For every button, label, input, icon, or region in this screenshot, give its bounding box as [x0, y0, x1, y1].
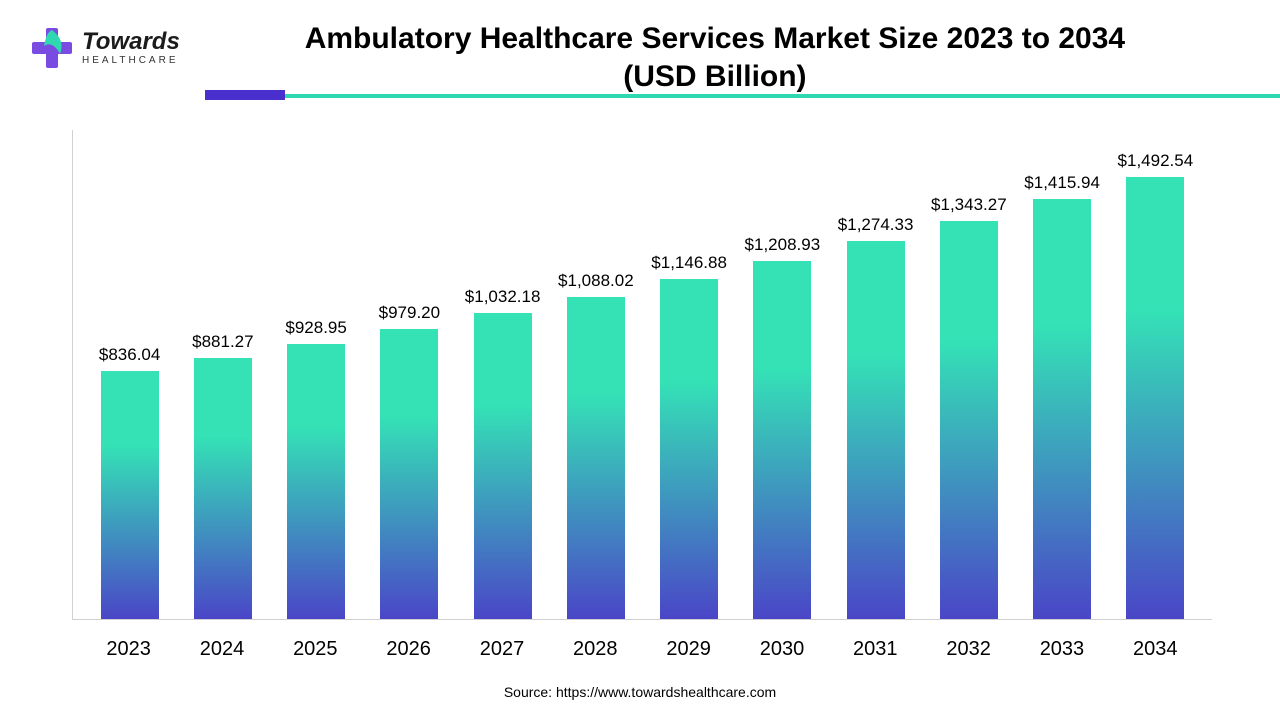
header-rule: [205, 94, 1280, 98]
bar: [194, 358, 252, 619]
bar-row: $836.04 $881.27 $928.95 $979.20 $1,032.18 $1,…: [73, 130, 1212, 619]
title-wrap: Ambulatory Healthcare Services Market Si…: [180, 20, 1280, 95]
title-line-1: Ambulatory Healthcare Services Market Si…: [305, 22, 1125, 55]
source-caption: Source: https://www.towardshealthcare.co…: [0, 684, 1280, 700]
bar-value-label: $1,088.02: [558, 271, 634, 291]
bar-value-label: $979.20: [379, 303, 440, 323]
bar: [753, 261, 811, 619]
x-axis-tick: 2033: [1015, 624, 1108, 661]
logo-brand-bottom: HEALTHCARE: [82, 56, 180, 66]
x-axis-tick: 2032: [922, 624, 1015, 661]
x-axis-tick: 2029: [642, 624, 735, 661]
bar-slot: $1,208.93: [736, 130, 829, 619]
bar-slot: $1,343.27: [922, 130, 1015, 619]
logo-brand-top: Towards: [82, 30, 180, 54]
bar: [940, 221, 998, 619]
logo-cross-icon: [30, 26, 74, 70]
header-rule-accent: [205, 90, 285, 100]
x-axis-tick: 2030: [735, 624, 828, 661]
bar: [847, 241, 905, 619]
header: Towards HEALTHCARE Ambulatory Healthcare…: [0, 0, 1280, 95]
bar: [1126, 177, 1184, 619]
x-axis-tick: 2027: [455, 624, 548, 661]
bar: [1033, 199, 1091, 619]
bar-slot: $1,415.94: [1016, 130, 1109, 619]
bar-slot: $928.95: [270, 130, 363, 619]
chart-title: Ambulatory Healthcare Services Market Si…: [180, 20, 1250, 95]
x-axis: 2023202420252026202720282029203020312032…: [72, 624, 1212, 661]
bar-slot: $881.27: [176, 130, 269, 619]
bar: [287, 344, 345, 619]
bar-slot: $1,492.54: [1109, 130, 1202, 619]
bar-value-label: $928.95: [285, 318, 346, 338]
x-axis-tick: 2025: [269, 624, 362, 661]
x-axis-tick: 2031: [829, 624, 922, 661]
bar: [380, 329, 438, 619]
bar-value-label: $1,274.33: [838, 215, 914, 235]
x-axis-tick: 2026: [362, 624, 455, 661]
bar-value-label: $1,415.94: [1024, 173, 1100, 193]
bar-slot: $979.20: [363, 130, 456, 619]
bar-value-label: $881.27: [192, 332, 253, 352]
bar-slot: $1,274.33: [829, 130, 922, 619]
bar-value-label: $1,208.93: [745, 235, 821, 255]
bar-slot: $836.04: [83, 130, 176, 619]
bar: [474, 313, 532, 619]
bar-value-label: $1,492.54: [1118, 151, 1194, 171]
bar-value-label: $1,032.18: [465, 287, 541, 307]
x-axis-tick: 2023: [82, 624, 175, 661]
logo-text: Towards HEALTHCARE: [82, 30, 180, 66]
bar-slot: $1,032.18: [456, 130, 549, 619]
bar-slot: $1,146.88: [643, 130, 736, 619]
bar: [660, 279, 718, 619]
chart-plot-area: $836.04 $881.27 $928.95 $979.20 $1,032.18 $1,…: [72, 130, 1212, 620]
brand-logo: Towards HEALTHCARE: [30, 26, 180, 70]
bar-value-label: $1,343.27: [931, 195, 1007, 215]
x-axis-tick: 2028: [549, 624, 642, 661]
title-line-2: (USD Billion): [623, 60, 806, 93]
x-axis-tick: 2034: [1109, 624, 1202, 661]
x-axis-tick: 2024: [175, 624, 268, 661]
bar: [567, 297, 625, 619]
bar: [101, 371, 159, 619]
bar-value-label: $1,146.88: [651, 253, 727, 273]
bar-slot: $1,088.02: [549, 130, 642, 619]
bar-value-label: $836.04: [99, 345, 160, 365]
